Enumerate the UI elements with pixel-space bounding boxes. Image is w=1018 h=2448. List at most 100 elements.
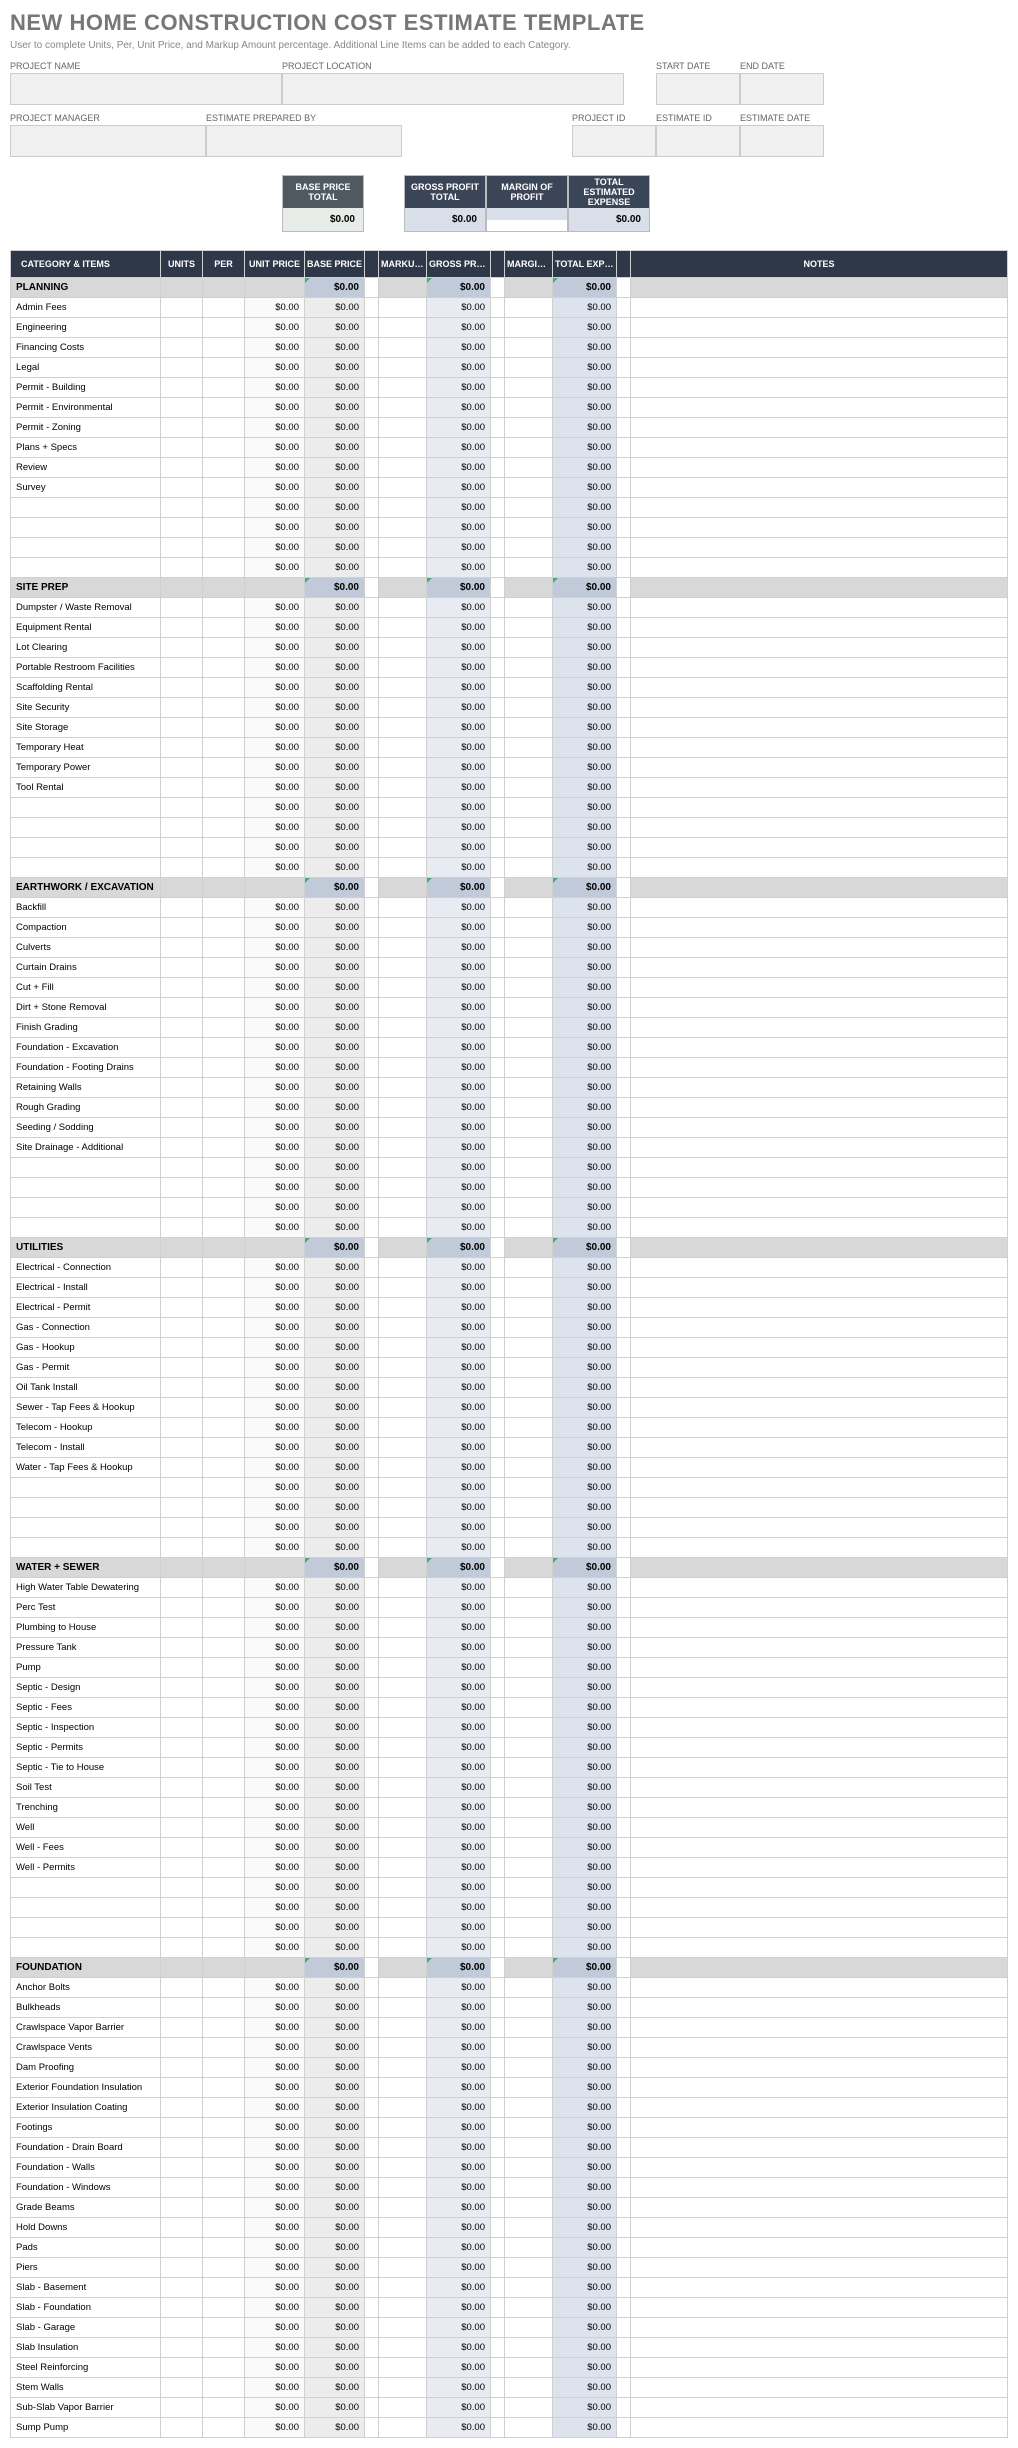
item-name[interactable]: Septic - Permits — [11, 1738, 161, 1758]
item-name[interactable]: Plans + Specs — [11, 438, 161, 458]
cell-unit-price[interactable]: $0.00 — [245, 2258, 305, 2278]
cell-per[interactable] — [203, 2358, 245, 2378]
cell-units[interactable] — [161, 438, 203, 458]
input-project-location[interactable] — [282, 73, 624, 105]
cell-markup[interactable] — [379, 1898, 427, 1918]
cell-notes[interactable] — [631, 1198, 1008, 1218]
item-name[interactable]: Septic - Design — [11, 1678, 161, 1698]
cell-unit-price[interactable]: $0.00 — [245, 1818, 305, 1838]
cell-per[interactable] — [203, 1678, 245, 1698]
cell-per[interactable] — [203, 1178, 245, 1198]
item-name[interactable]: Permit - Building — [11, 378, 161, 398]
cell-unit-price[interactable]: $0.00 — [245, 1498, 305, 1518]
item-name[interactable]: Site Drainage - Additional — [11, 1138, 161, 1158]
cell-notes[interactable] — [631, 1098, 1008, 1118]
cell-unit-price[interactable]: $0.00 — [245, 1438, 305, 1458]
cell-unit-price[interactable]: $0.00 — [245, 398, 305, 418]
item-name[interactable]: Well — [11, 1818, 161, 1838]
item-name[interactable]: Foundation - Drain Board — [11, 2138, 161, 2158]
cell-per[interactable] — [203, 478, 245, 498]
cell-notes[interactable] — [631, 1138, 1008, 1158]
cell-per[interactable] — [203, 2398, 245, 2418]
cell-markup[interactable] — [379, 1178, 427, 1198]
cell-per[interactable] — [203, 1278, 245, 1298]
cell-per[interactable] — [203, 1698, 245, 1718]
cell-units[interactable] — [161, 1258, 203, 1278]
item-name[interactable]: Sewer - Tap Fees & Hookup — [11, 1398, 161, 1418]
cell-unit-price[interactable]: $0.00 — [245, 1518, 305, 1538]
input-estimate-date[interactable] — [740, 125, 824, 157]
cell-markup[interactable] — [379, 378, 427, 398]
cell-units[interactable] — [161, 1178, 203, 1198]
item-name[interactable]: Tool Rental — [11, 778, 161, 798]
cell-units[interactable] — [161, 518, 203, 538]
cell-units[interactable] — [161, 698, 203, 718]
cell-notes[interactable] — [631, 1978, 1008, 1998]
cell-per[interactable] — [203, 398, 245, 418]
cell-markup[interactable] — [379, 1758, 427, 1778]
cell-notes[interactable] — [631, 378, 1008, 398]
item-name[interactable]: Temporary Heat — [11, 738, 161, 758]
cell-per[interactable] — [203, 338, 245, 358]
cell-markup[interactable] — [379, 558, 427, 578]
cell-notes[interactable] — [631, 738, 1008, 758]
cell-notes[interactable] — [631, 1718, 1008, 1738]
cell-markup[interactable] — [379, 1298, 427, 1318]
cell-units[interactable] — [161, 1618, 203, 1638]
cell-unit-price[interactable]: $0.00 — [245, 418, 305, 438]
cell-markup[interactable] — [379, 1678, 427, 1698]
cell-per[interactable] — [203, 1938, 245, 1958]
cell-units[interactable] — [161, 538, 203, 558]
cell-per[interactable] — [203, 438, 245, 458]
cell-per[interactable] — [203, 2038, 245, 2058]
cell-units[interactable] — [161, 2418, 203, 2438]
cell-unit-price[interactable]: $0.00 — [245, 1058, 305, 1078]
cell-markup[interactable] — [379, 1078, 427, 1098]
cell-notes[interactable] — [631, 1638, 1008, 1658]
cell-per[interactable] — [203, 1378, 245, 1398]
cell-units[interactable] — [161, 998, 203, 1018]
cell-notes[interactable] — [631, 1298, 1008, 1318]
cell-markup[interactable] — [379, 2338, 427, 2358]
cell-per[interactable] — [203, 2258, 245, 2278]
cell-unit-price[interactable]: $0.00 — [245, 498, 305, 518]
cell-units[interactable] — [161, 2398, 203, 2418]
cell-per[interactable] — [203, 1298, 245, 1318]
cell-units[interactable] — [161, 1638, 203, 1658]
item-name[interactable]: Sump Pump — [11, 2418, 161, 2438]
cell-per[interactable] — [203, 1898, 245, 1918]
cell-per[interactable] — [203, 1218, 245, 1238]
cell-unit-price[interactable]: $0.00 — [245, 818, 305, 838]
item-name[interactable]: Dirt + Stone Removal — [11, 998, 161, 1018]
item-name[interactable]: Site Security — [11, 698, 161, 718]
cell-notes[interactable] — [631, 498, 1008, 518]
cell-per[interactable] — [203, 2378, 245, 2398]
item-name[interactable]: Gas - Connection — [11, 1318, 161, 1338]
cell-unit-price[interactable]: $0.00 — [245, 298, 305, 318]
cell-notes[interactable] — [631, 1258, 1008, 1278]
cell-units[interactable] — [161, 478, 203, 498]
cell-notes[interactable] — [631, 1018, 1008, 1038]
cell-notes[interactable] — [631, 1158, 1008, 1178]
cell-notes[interactable] — [631, 998, 1008, 1018]
cell-markup[interactable] — [379, 478, 427, 498]
cell-units[interactable] — [161, 2118, 203, 2138]
cell-unit-price[interactable]: $0.00 — [245, 1638, 305, 1658]
item-name[interactable]: Scaffolding Rental — [11, 678, 161, 698]
cell-unit-price[interactable]: $0.00 — [245, 838, 305, 858]
cell-per[interactable] — [203, 2218, 245, 2238]
cell-units[interactable] — [161, 678, 203, 698]
item-name[interactable]: Pressure Tank — [11, 1638, 161, 1658]
item-name[interactable] — [11, 1158, 161, 1178]
item-name[interactable]: Culverts — [11, 938, 161, 958]
cell-markup[interactable] — [379, 818, 427, 838]
cell-markup[interactable] — [379, 738, 427, 758]
cell-units[interactable] — [161, 1458, 203, 1478]
cell-markup[interactable] — [379, 2058, 427, 2078]
cell-markup[interactable] — [379, 2198, 427, 2218]
cell-unit-price[interactable]: $0.00 — [245, 1158, 305, 1178]
item-name[interactable]: Well - Permits — [11, 1858, 161, 1878]
item-name[interactable]: Retaining Walls — [11, 1078, 161, 1098]
cell-markup[interactable] — [379, 1098, 427, 1118]
cell-per[interactable] — [203, 1458, 245, 1478]
